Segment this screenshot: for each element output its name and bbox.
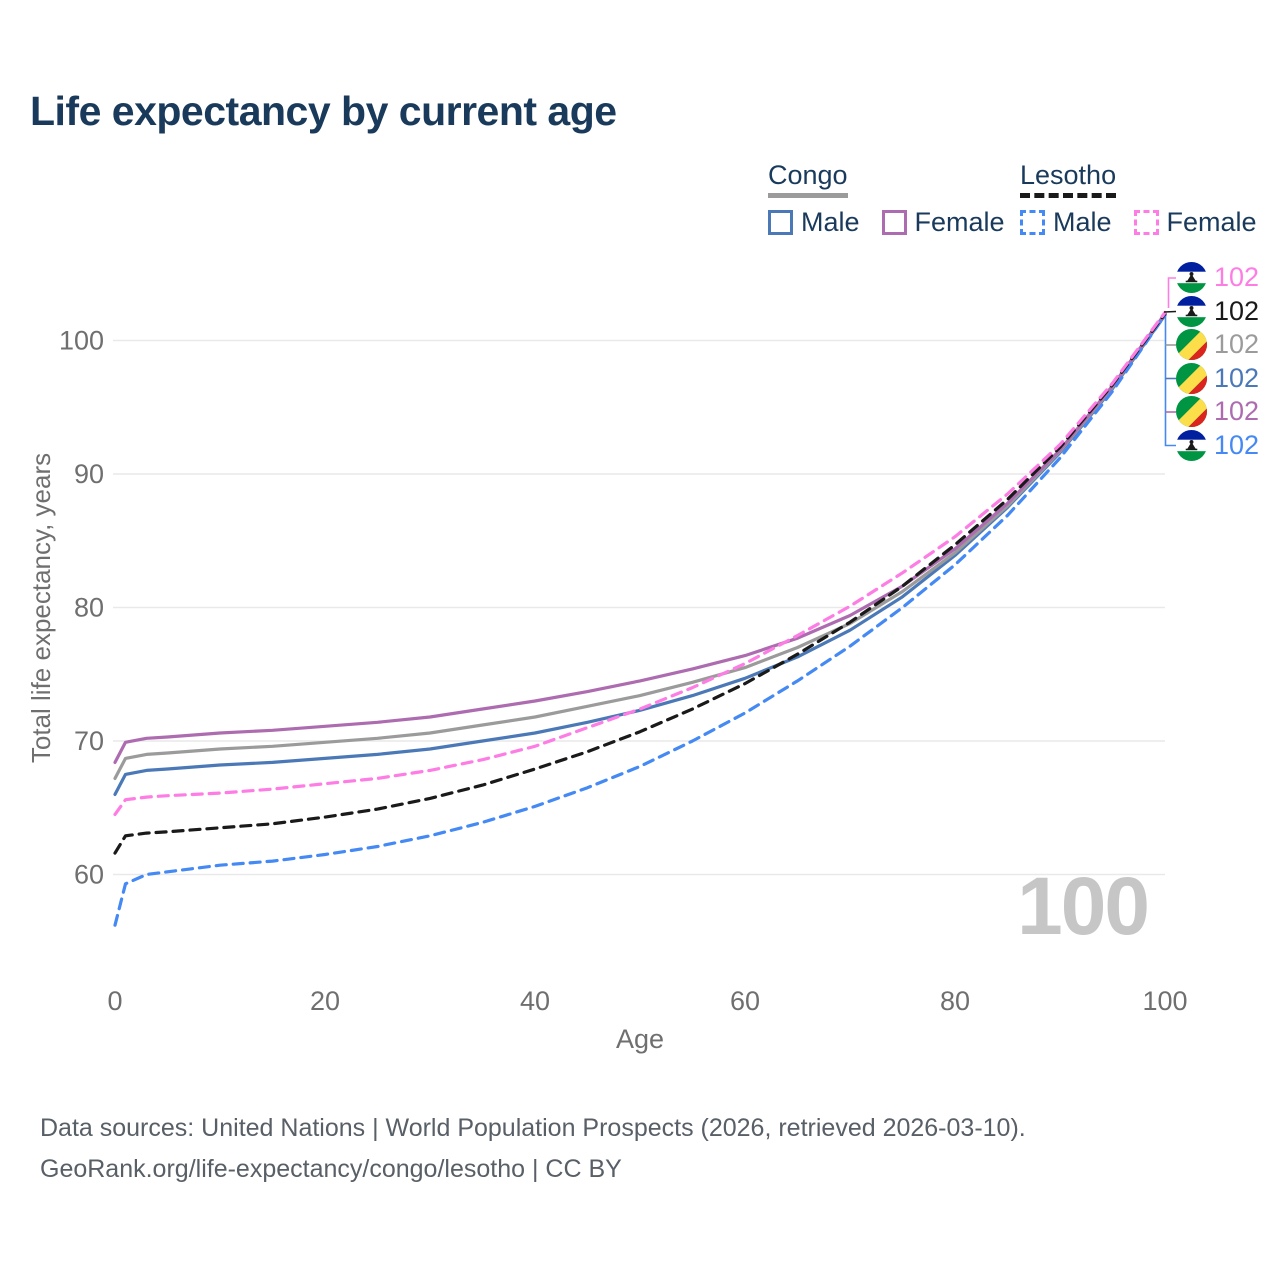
endpoint-value-congo-female: 102 [1214, 396, 1260, 427]
endpoint-row-congo: 102 [1176, 328, 1259, 362]
lesotho-flag-icon [1176, 429, 1207, 461]
line-lesotho [113, 312, 1167, 855]
line-chart: 60 70 80 90 100 0 20 40 60 80 100 Age Total life exp… [26, 277, 1188, 1054]
page-title: Life expectancy by current age [30, 88, 617, 134]
legend-label-congo-female: Female [914, 207, 1005, 237]
endpoint-row-congo-female: 102 [1176, 395, 1259, 429]
y-tick-70: 70 [74, 726, 104, 756]
x-tick-40: 40 [520, 986, 550, 1016]
lesotho-female-swatch [1133, 210, 1159, 235]
endpoint-row-lesotho-male: 102 [1176, 429, 1259, 463]
endpoint-value-lesotho-male: 102 [1214, 429, 1260, 460]
x-tick-100: 100 [1142, 986, 1187, 1016]
lesotho-flag-icon [1176, 262, 1207, 294]
y-tick-60: 60 [74, 860, 104, 890]
line-congo-female [113, 312, 1167, 764]
line-lesotho-female [113, 310, 1167, 816]
footer: Data sources: United Nations | World Pop… [40, 1108, 1026, 1190]
legend-items-congo: Male Female [768, 209, 1005, 236]
footer-sources: Data sources: United Nations | World Pop… [40, 1114, 1026, 1142]
y-axis-label: Total life expectancy, years [26, 453, 56, 763]
age-counter: 100 [1017, 861, 1150, 952]
leader-lesotho-male [1164, 316, 1176, 447]
congo-male-swatch [768, 210, 793, 235]
legend-group-lesotho: Lesotho Male Female [1020, 162, 1257, 236]
y-tick-80: 80 [74, 593, 104, 623]
y-tick-100: 100 [59, 326, 104, 356]
lesotho-flag-icon [1176, 295, 1207, 327]
x-axis-label: Age [616, 1024, 664, 1054]
x-tick-60: 60 [730, 986, 760, 1016]
endpoint-value-congo: 102 [1214, 329, 1260, 360]
y-tick-90: 90 [74, 459, 104, 489]
legend-item-lesotho-female[interactable]: Female [1133, 207, 1257, 237]
line-lesotho-male [113, 313, 1167, 927]
endpoint-value-congo-male: 102 [1214, 362, 1260, 393]
congo-flag-icon [1176, 396, 1207, 428]
endpoint-value-lesotho: 102 [1214, 295, 1260, 326]
legend-label-congo-male: Male [801, 207, 860, 237]
line-congo [113, 312, 1167, 780]
legend-item-lesotho-male[interactable]: Male [1020, 209, 1112, 236]
lesotho-male-swatch [1020, 210, 1045, 235]
endpoint-row-congo-male: 102 [1176, 362, 1259, 396]
legend-group-congo: Congo Male Female [768, 162, 1005, 236]
legend-item-congo-female[interactable]: Female [881, 207, 1005, 237]
endpoint-row-lesotho: 102 [1176, 295, 1259, 329]
legend-label-lesotho-female: Female [1166, 207, 1257, 237]
legend-label-lesotho-male: Male [1053, 207, 1112, 237]
x-tick-0: 0 [107, 986, 122, 1016]
x-tick-80: 80 [940, 986, 970, 1016]
endpoint-row-lesotho-female: 102 [1176, 261, 1259, 295]
congo-flag-icon [1176, 329, 1207, 361]
congo-flag-icon [1176, 362, 1207, 394]
congo-female-swatch [881, 210, 907, 235]
footer-link: GeoRank.org/life-expectancy/congo/lesoth… [40, 1155, 622, 1183]
legend-items-lesotho: Male Female [1020, 209, 1257, 236]
endpoint-value-lesotho-female: 102 [1214, 262, 1260, 293]
legend-header-congo[interactable]: Congo [768, 162, 848, 198]
leader-lesotho [1163, 310, 1177, 313]
line-congo-male [113, 313, 1167, 796]
endpoint-label-stack: 102 102 102 102 102 102 [1176, 261, 1259, 462]
legend-header-lesotho[interactable]: Lesotho [1020, 162, 1117, 198]
leader-lesotho-female [1167, 277, 1176, 308]
legend-item-congo-male[interactable]: Male [768, 209, 860, 236]
x-tick-20: 20 [310, 986, 340, 1016]
